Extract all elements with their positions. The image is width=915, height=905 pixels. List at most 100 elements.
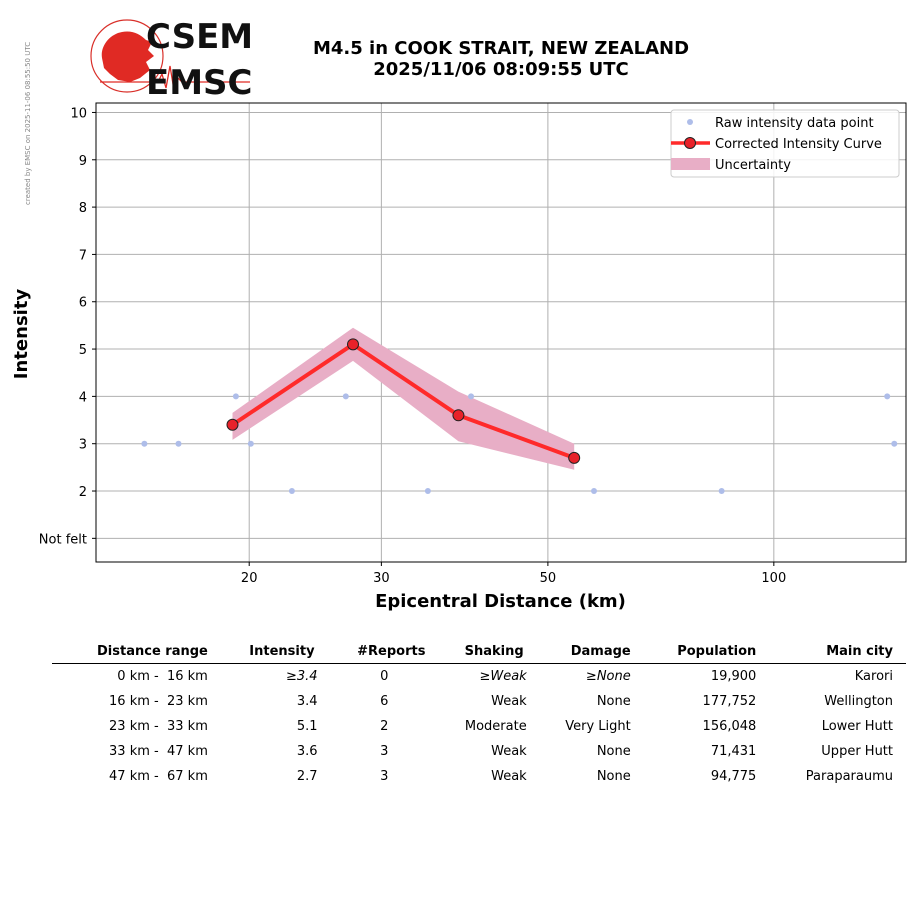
y-tick-label: 8 [79,201,87,216]
table-header-row: Distance range Intensity #Reports Shakin… [52,640,906,664]
chart-title: M4.5 in COOK STRAIT, NEW ZEALAND 2025/11… [258,38,744,80]
raw-intensity-point [247,440,254,447]
cell-intensity: 3.4 [296,694,318,709]
cell-population: 177,752 [702,694,757,709]
cell-population: 156,048 [702,719,757,734]
cell-distance-range: 33 km - 47 km [109,744,208,759]
cell-intensity: 2.7 [296,769,318,784]
intensity-curve-layer [226,338,581,464]
cell-main-city: Paraparaumu [805,769,893,784]
logo-seismogram [100,65,250,91]
y-axis-label: Intensity [11,289,32,380]
chart-title-line1: M4.5 in COOK STRAIT, NEW ZEALAND [312,38,690,59]
y-tick-label: 10 [70,106,87,121]
table-header-population: Population [677,644,757,659]
raw-intensity-point [884,393,891,400]
raw-intensity-point [141,440,148,447]
table-header-shaking: Shaking [464,644,524,659]
y-tick-label: 9 [79,154,87,169]
table-header-intensity: Intensity [249,644,315,659]
table-row: 16 km - 23 km 3.4 6 Weak None 177,752 Wellingt… [52,689,906,714]
legend-band-swatch [671,158,710,170]
cell-reports: 6 [380,694,389,709]
y-tick-label: 5 [79,343,87,358]
raw-points-layer [141,393,898,495]
uncertainty-band [232,327,575,470]
y-tick-label: Not felt [39,532,87,547]
cell-main-city: Karori [854,669,893,684]
cell-reports: 3 [380,769,389,784]
logo-globe-ring [90,19,164,93]
cell-main-city: Lower Hutt [821,719,893,734]
chart-title-line2: 2025/11/06 08:09:55 UTC [373,59,629,80]
logo-text-csem: CSEM [146,17,253,57]
intensity-curve-line [231,342,575,460]
raw-intensity-point [342,393,349,400]
logo-text-emsc: EMSC [146,63,253,98]
cell-damage: None [596,769,631,784]
raw-intensity-point [232,393,239,400]
legend-raw-marker [687,119,693,125]
cell-shaking: ≥Weak [479,669,527,684]
legend-raw-label: Raw intensity data point [715,116,874,131]
cell-population: 94,775 [710,769,757,784]
table-header-reports: #Reports [357,644,426,659]
raw-intensity-point [424,488,431,495]
cell-population: 71,431 [710,744,757,759]
table-row: 0 km - 16 km ≥3.4 0 ≥Weak ≥None 19,900 Karori [52,664,906,690]
raw-intensity-point [891,440,898,447]
uncertainty-band-layer [232,327,575,470]
cell-intensity: ≥3.4 [285,669,318,684]
table-row: 47 km - 67 km 2.7 3 Weak None 94,775 Paraparau… [52,764,906,789]
cell-distance-range: 23 km - 33 km [109,719,208,734]
cell-shaking: Weak [491,769,527,784]
intensity-curve-marker [452,409,465,422]
cell-intensity: 5.1 [296,719,318,734]
intensity-curve-marker [347,338,360,351]
cell-shaking: Moderate [464,719,527,734]
intensity-curve-marker [568,451,581,464]
plot-frame [95,102,907,563]
cell-damage: None [596,744,631,759]
table-row: 33 km - 47 km 3.6 3 Weak None 71,431 Upper Hut… [52,739,906,764]
cell-reports: 0 [380,669,389,684]
cell-shaking: Weak [491,694,527,709]
cell-reports: 2 [380,719,389,734]
y-tick-label: 4 [79,390,87,405]
logo-europe-map [101,31,154,82]
tick-layer: Not felt 2 3 4 5 6 7 8 9 10 20 30 50 100 [39,106,786,586]
cell-damage: None [596,694,631,709]
raw-intensity-point [718,488,725,495]
x-tick-label: 20 [241,571,258,586]
intensity-curve-marker [226,418,239,431]
raw-intensity-point [288,488,295,495]
cell-main-city: Upper Hutt [821,744,893,759]
intensity-table: Distance range Intensity #Reports Shakin… [52,640,906,789]
y-tick-label: 3 [79,438,87,453]
cell-intensity: 3.6 [296,744,318,759]
y-tick-label: 7 [79,248,87,263]
cell-damage: Very Light [565,719,631,734]
table-row: 23 km - 33 km 5.1 2 Moderate Very Light 156,0… [52,714,906,739]
intensity-chart: Not felt 2 3 4 5 6 7 8 9 10 20 30 50 100 Epicentral D… [11,102,907,612]
raw-intensity-point [468,393,475,400]
legend: Raw intensity data point Corrected Inten… [670,109,900,178]
cell-shaking: Weak [491,744,527,759]
x-tick-label: 30 [373,571,390,586]
legend-curve-label: Corrected Intensity Curve [715,137,882,152]
y-tick-label: 6 [79,296,87,311]
cell-damage: ≥None [585,669,631,684]
cell-distance-range: 0 km - 16 km [117,669,208,684]
raw-intensity-point [175,440,182,447]
legend-curve-marker [684,137,696,149]
cell-population: 19,900 [710,669,757,684]
y-tick-label: 2 [79,485,87,500]
table-header-distance: Distance range [97,644,208,659]
cell-reports: 3 [380,744,389,759]
cell-main-city: Wellington [824,694,893,709]
table-header-city: Main city [826,644,893,659]
legend-band-label: Uncertainty [715,158,791,173]
cell-distance-range: 47 km - 67 km [109,769,208,784]
table-header-damage: Damage [570,644,631,659]
x-tick-label: 50 [540,571,557,586]
